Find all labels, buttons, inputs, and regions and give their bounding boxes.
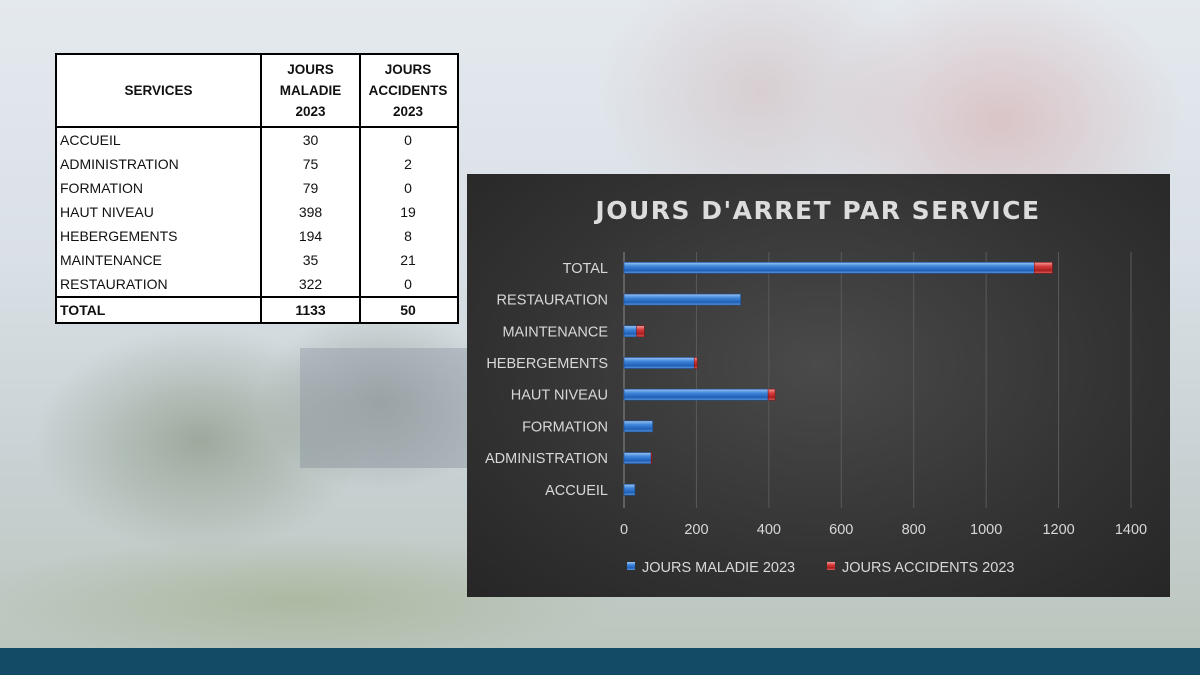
x-tick-label: 600 (829, 522, 853, 538)
category-label: ADMINISTRATION (485, 451, 608, 467)
x-tick-label: 1400 (1115, 522, 1147, 538)
x-tick-label: 200 (684, 522, 708, 538)
footer-bar (0, 648, 1200, 675)
category-label: RESTAURATION (497, 293, 608, 309)
legend-swatch-maladie (627, 562, 635, 570)
table-row: HAUT NIVEAU 398 19 (57, 200, 457, 224)
cell-maladie: 322 (262, 272, 361, 296)
cell-accidents: 2 (404, 156, 412, 172)
cell-accidents: 21 (400, 252, 416, 268)
x-tick-label: 800 (902, 522, 926, 538)
category-label: HAUT NIVEAU (511, 388, 608, 404)
bar-chart: JOURS D'ARRET PAR SERVICE 0 200 400 600 800 10… (467, 174, 1170, 597)
bar-accidents (1034, 262, 1053, 274)
chart-title: JOURS D'ARRET PAR SERVICE (593, 196, 1040, 225)
x-tick-label: 0 (620, 522, 628, 538)
header-maladie: JOURS MALADIE 2023 (262, 55, 361, 126)
bar-accidents (650, 452, 653, 464)
bar-accidents (693, 357, 698, 369)
cell-service: MAINTENANCE (57, 248, 262, 272)
category-label: ACCUEIL (545, 483, 608, 499)
cell-accidents: 19 (400, 204, 416, 220)
background-building (300, 348, 470, 468)
cell-accidents: 8 (404, 228, 412, 244)
bar-accidents (767, 388, 776, 401)
cell-maladie: 30 (262, 128, 361, 152)
x-tick-label: 1200 (1042, 522, 1074, 538)
legend-swatch-accidents (827, 562, 835, 570)
cell-maladie: 79 (262, 176, 361, 200)
category-label: FORMATION (522, 419, 608, 435)
data-table: SERVICES JOURS MALADIE 2023 JOURS ACCIDE… (55, 53, 459, 324)
cell-total-maladie: 1133 (262, 298, 361, 322)
cell-accidents: 0 (404, 276, 412, 292)
cell-maladie: 35 (262, 248, 361, 272)
cell-total-accidents: 50 (400, 302, 416, 318)
table-row: HEBERGEMENTS 194 8 (57, 224, 457, 248)
x-tick-label: 1000 (970, 522, 1002, 538)
bar-accidents (636, 325, 645, 338)
category-label: HEBERGEMENTS (486, 356, 608, 372)
cell-accidents: 0 (404, 180, 412, 196)
cell-maladie: 194 (262, 224, 361, 248)
bar-maladie (623, 483, 636, 496)
x-tick-label: 400 (757, 522, 781, 538)
cell-service: HEBERGEMENTS (57, 224, 262, 248)
chart-svg: JOURS D'ARRET PAR SERVICE 0 200 400 600 800 10… (485, 196, 1147, 576)
category-label: MAINTENANCE (502, 324, 608, 340)
header-accidents: JOURS ACCIDENTS 2023 (368, 62, 448, 119)
category-label: TOTAL (563, 261, 608, 277)
cell-maladie: 398 (262, 200, 361, 224)
legend-label: JOURS ACCIDENTS 2023 (842, 560, 1014, 576)
table-row: ACCUEIL 30 0 (57, 128, 457, 152)
bar-maladie (623, 293, 741, 306)
cell-service: RESTAURATION (57, 272, 262, 296)
bar-maladie (623, 452, 652, 464)
cell-service: ADMINISTRATION (57, 152, 262, 176)
table-row: FORMATION 79 0 (57, 176, 457, 200)
bar-maladie (623, 420, 653, 433)
table-total-row: TOTAL 1133 50 (57, 296, 457, 322)
table-row: ADMINISTRATION 75 2 (57, 152, 457, 176)
cell-total-label: TOTAL (57, 298, 262, 322)
table-row: RESTAURATION 322 0 (57, 272, 457, 296)
cell-service: ACCUEIL (57, 128, 262, 152)
cell-service: HAUT NIVEAU (57, 200, 262, 224)
table-header-row: SERVICES JOURS MALADIE 2023 JOURS ACCIDE… (57, 55, 457, 128)
bar-maladie (623, 357, 695, 369)
legend-label: JOURS MALADIE 2023 (642, 560, 795, 576)
bar-maladie (623, 388, 769, 401)
cell-accidents: 0 (404, 132, 412, 148)
header-services: SERVICES (57, 55, 262, 126)
cell-service: FORMATION (57, 176, 262, 200)
cell-maladie: 75 (262, 152, 361, 176)
bar-maladie (623, 262, 1035, 274)
table-row: MAINTENANCE 35 21 (57, 248, 457, 272)
bar-maladie (623, 325, 637, 338)
